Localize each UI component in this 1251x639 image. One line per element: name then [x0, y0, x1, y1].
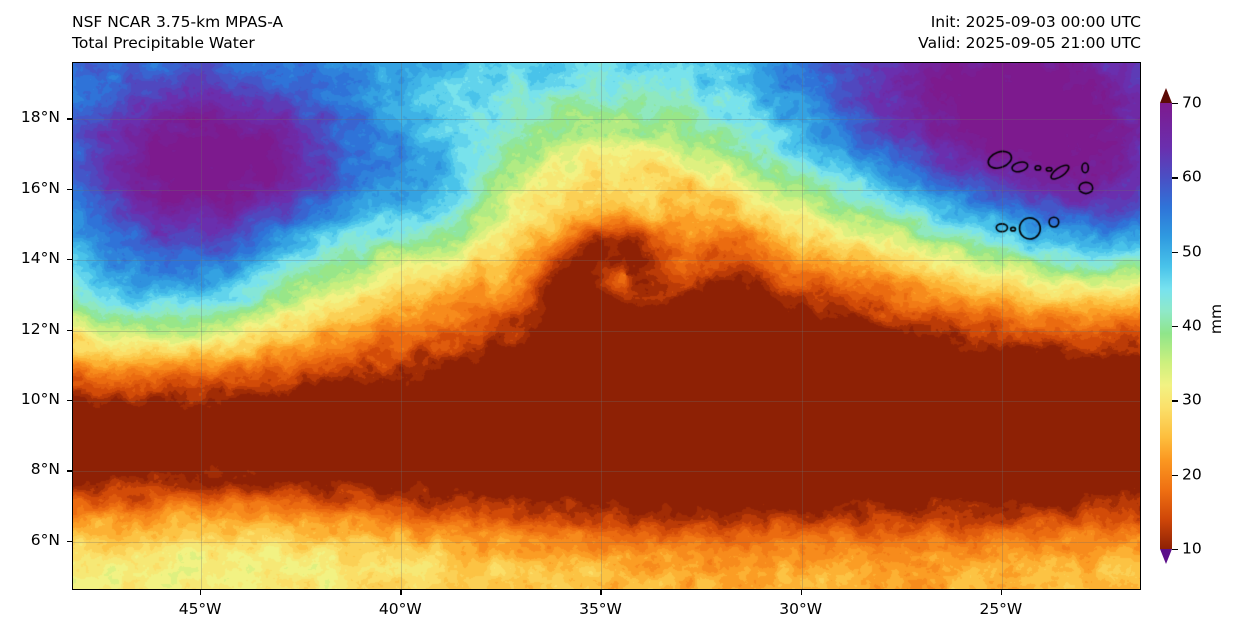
- x-axis-tick-label: 45°W: [178, 600, 222, 618]
- tpw-raster: [73, 63, 1140, 589]
- precipitable-water-field: [73, 63, 1140, 589]
- y-axis-tick-label: 12°N: [20, 319, 60, 338]
- colorbar-tick-label: 10: [1182, 539, 1202, 558]
- x-axis-tick: [400, 590, 402, 595]
- colorbar-tick-label: 40: [1182, 316, 1202, 335]
- init-time: Init: 2025-09-03 00:00 UTC: [930, 13, 1141, 31]
- colorbar-over-arrow: [1160, 88, 1172, 103]
- gridline-meridian: [601, 63, 603, 589]
- gridline-parallel: [73, 119, 1140, 121]
- colorbar-tick: [1172, 103, 1178, 105]
- y-axis-tick-label: 18°N: [20, 108, 60, 127]
- x-axis-tick: [1000, 590, 1003, 595]
- y-axis-tick: [67, 259, 72, 261]
- model-name: NSF NCAR 3.75-km MPAS-A: [72, 13, 284, 31]
- gridline-parallel: [73, 260, 1140, 262]
- y-axis-tick: [67, 399, 72, 402]
- x-axis-tick-label: 35°W: [579, 600, 622, 618]
- y-axis-tick: [67, 540, 72, 543]
- y-axis-tick-label: 6°N: [30, 530, 60, 549]
- colorbar-under-arrow: [1160, 549, 1172, 564]
- gridline-parallel: [73, 400, 1140, 402]
- colorbar-tick-label: 30: [1182, 390, 1202, 409]
- colorbar-tick-label: 70: [1182, 93, 1202, 112]
- y-axis-tick: [67, 118, 72, 120]
- gridline-parallel: [73, 330, 1140, 332]
- colorbar: 10 20 30 40 50 60 70: [1160, 88, 1202, 564]
- y-axis-tick: [67, 188, 72, 191]
- colorbar-tick-label: 50: [1182, 241, 1202, 260]
- valid-time: Valid: 2025-09-05 21:00 UTC: [918, 34, 1141, 52]
- y-axis-tick-label: 8°N: [30, 460, 60, 479]
- colorbar-tick: [1172, 549, 1178, 551]
- gridline-meridian: [1001, 63, 1003, 589]
- x-axis-tick: [200, 590, 202, 595]
- y-axis-tick-label: 16°N: [20, 178, 60, 197]
- x-axis-tick: [600, 590, 602, 595]
- x-axis-tick-label: 40°W: [378, 600, 422, 618]
- colorbar-tick-label: 60: [1182, 167, 1202, 186]
- y-axis-tick-label: 10°N: [20, 389, 60, 408]
- y-axis-tick: [67, 329, 72, 331]
- map-plot-area: [72, 62, 1141, 590]
- colorbar-tick: [1172, 177, 1178, 179]
- forecast-times: Init: 2025-09-03 00:00 UTC Valid: 2025-09…: [918, 12, 1141, 54]
- colorbar-gradient: [1160, 103, 1172, 549]
- x-axis-tick-label: 25°W: [979, 600, 1023, 618]
- colorbar-tick-label: 20: [1182, 464, 1202, 483]
- colorbar-tick: [1172, 251, 1178, 253]
- gridline-meridian: [201, 63, 203, 589]
- gridline-meridian: [801, 63, 803, 589]
- y-axis-tick-label: 14°N: [20, 249, 60, 268]
- model-title: NSF NCAR 3.75-km MPAS-A Total Precipitabl…: [72, 12, 283, 54]
- x-axis-tick: [800, 590, 802, 595]
- colorbar-unit-label: mm: [1207, 303, 1225, 335]
- field-name: Total Precipitable Water: [72, 34, 255, 52]
- y-axis-tick: [67, 470, 72, 472]
- colorbar-tick: [1172, 326, 1178, 328]
- colorbar-tick: [1172, 400, 1178, 402]
- gridline-parallel: [73, 189, 1140, 191]
- gridline-parallel: [73, 471, 1140, 473]
- gridline-parallel: [73, 541, 1140, 543]
- colorbar-tick: [1172, 474, 1178, 476]
- gridline-meridian: [401, 63, 403, 589]
- x-axis-tick-label: 30°W: [779, 600, 823, 618]
